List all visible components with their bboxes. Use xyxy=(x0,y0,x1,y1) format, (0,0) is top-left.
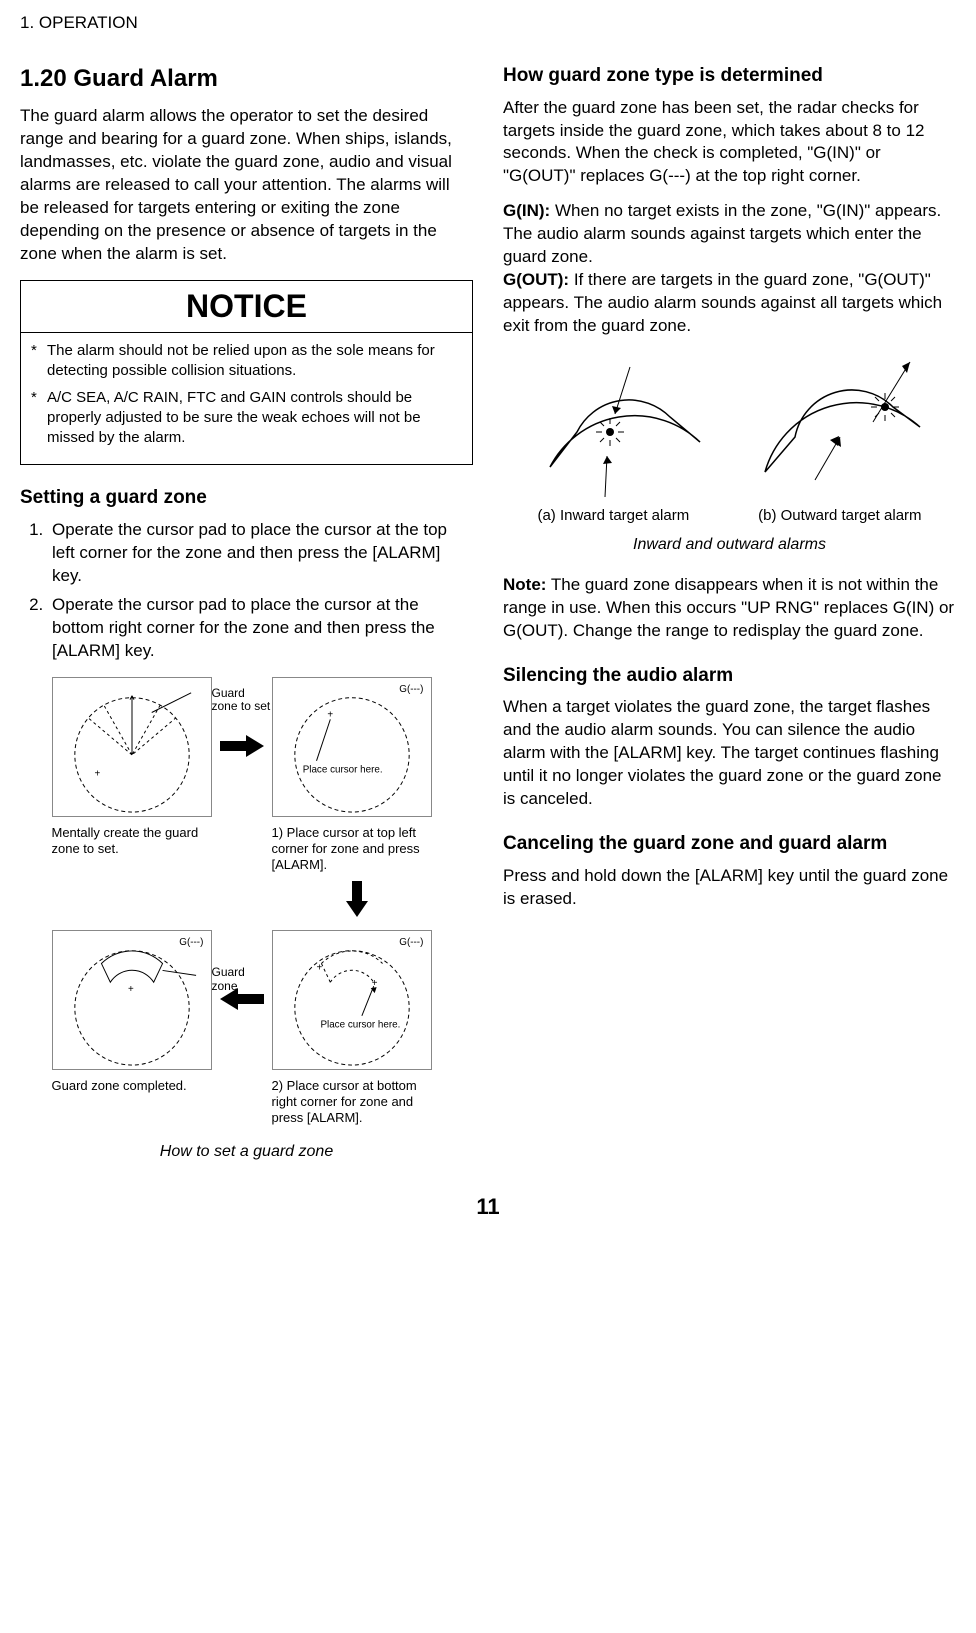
svg-text:+: + xyxy=(327,709,333,720)
gmark-c: G(---) xyxy=(179,937,203,948)
arrow-left-icon xyxy=(212,988,272,1010)
inward-alarm-diagram xyxy=(515,352,715,502)
radar-panel-b: G(---) + Place cursor here. xyxy=(272,677,432,817)
howtype-heading: How guard zone type is determined xyxy=(503,63,956,89)
intro-para: The guard alarm allows the operator to s… xyxy=(20,105,473,266)
notice-title: NOTICE xyxy=(21,281,472,333)
cursor-here-b: Place cursor here. xyxy=(302,764,382,775)
caption-c: Guard zone completed. xyxy=(52,1078,212,1127)
note-label: Note: xyxy=(503,575,546,594)
inout-figure xyxy=(503,352,956,502)
gout-text: If there are targets in the guard zone, … xyxy=(503,270,942,335)
chapter-header: 1. OPERATION xyxy=(20,0,956,63)
inout-caption: Inward and outward alarms xyxy=(503,534,956,556)
notice-text-2: A/C SEA, A/C RAIN, FTC and GAIN controls… xyxy=(47,388,462,449)
caption-b: 1) Place cursor at top left corner for z… xyxy=(272,825,442,874)
section-number: 1.20 xyxy=(20,65,67,92)
caption-d: 2) Place cursor at bottom right corner f… xyxy=(272,1078,442,1127)
radar-panel-d: G(---) + + Place cursor here. xyxy=(272,930,432,1070)
right-column: How guard zone type is determined After … xyxy=(503,63,956,1162)
silence-heading: Silencing the audio alarm xyxy=(503,663,956,689)
setting-steps: Operate the cursor pad to place the curs… xyxy=(20,519,473,663)
asterisk-icon: * xyxy=(31,388,47,449)
gin-text: When no target exists in the zone, "G(IN… xyxy=(503,201,941,266)
section-name: Guard Alarm xyxy=(73,65,217,92)
notice-item-1: * The alarm should not be relied upon as… xyxy=(31,341,462,382)
cursor-here-d: Place cursor here. xyxy=(320,1019,400,1030)
setting-heading: Setting a guard zone xyxy=(20,485,473,511)
cancel-para: Press and hold down the [ALARM] key unti… xyxy=(503,865,956,911)
radar-panel-c: G(---) + xyxy=(52,930,212,1070)
svg-text:+: + xyxy=(128,984,134,995)
gin-label: G(IN): xyxy=(503,201,550,220)
notice-box: NOTICE * The alarm should not be relied … xyxy=(20,280,473,465)
notice-text-1: The alarm should not be relied upon as t… xyxy=(47,341,462,382)
outward-alarm-diagram xyxy=(745,352,945,502)
caption-a: Mentally create the guard zone to set. xyxy=(52,825,212,874)
gin-gout-para: G(IN): When no target exists in the zone… xyxy=(503,200,956,338)
left-column: 1.20 Guard Alarm The guard alarm allows … xyxy=(20,63,473,1162)
guardset-caption: How to set a guard zone xyxy=(20,1141,473,1163)
inward-label: (a) Inward target alarm xyxy=(537,506,689,526)
gmark-d: G(---) xyxy=(399,937,423,948)
silence-para: When a target violates the guard zone, t… xyxy=(503,696,956,811)
inout-labels: (a) Inward target alarm (b) Outward targ… xyxy=(503,506,956,526)
note-text: The guard zone disappears when it is not… xyxy=(503,575,954,640)
howtype-para: After the guard zone has been set, the r… xyxy=(503,97,956,189)
section-title: 1.20 Guard Alarm xyxy=(20,63,473,95)
radar-panel-a: + xyxy=(52,677,212,817)
asterisk-icon: * xyxy=(31,341,47,382)
arrow-down-icon xyxy=(272,881,442,922)
arrow-right-icon xyxy=(212,735,272,757)
guardzone-set-figure: + Guard zone to set G(---) + Place curso… xyxy=(52,677,442,1127)
page-number: 11 xyxy=(20,1192,956,1222)
note-para: Note: The guard zone disappears when it … xyxy=(503,574,956,643)
notice-item-2: * A/C SEA, A/C RAIN, FTC and GAIN contro… xyxy=(31,388,462,449)
step-1: Operate the cursor pad to place the curs… xyxy=(48,519,473,588)
cancel-heading: Canceling the guard zone and guard alarm xyxy=(503,831,956,857)
step-2: Operate the cursor pad to place the curs… xyxy=(48,594,473,663)
outward-label: (b) Outward target alarm xyxy=(758,506,921,526)
svg-text:+: + xyxy=(316,962,322,973)
gmark-b: G(---) xyxy=(399,683,423,694)
gout-label: G(OUT): xyxy=(503,270,569,289)
svg-text:+: + xyxy=(94,768,100,779)
